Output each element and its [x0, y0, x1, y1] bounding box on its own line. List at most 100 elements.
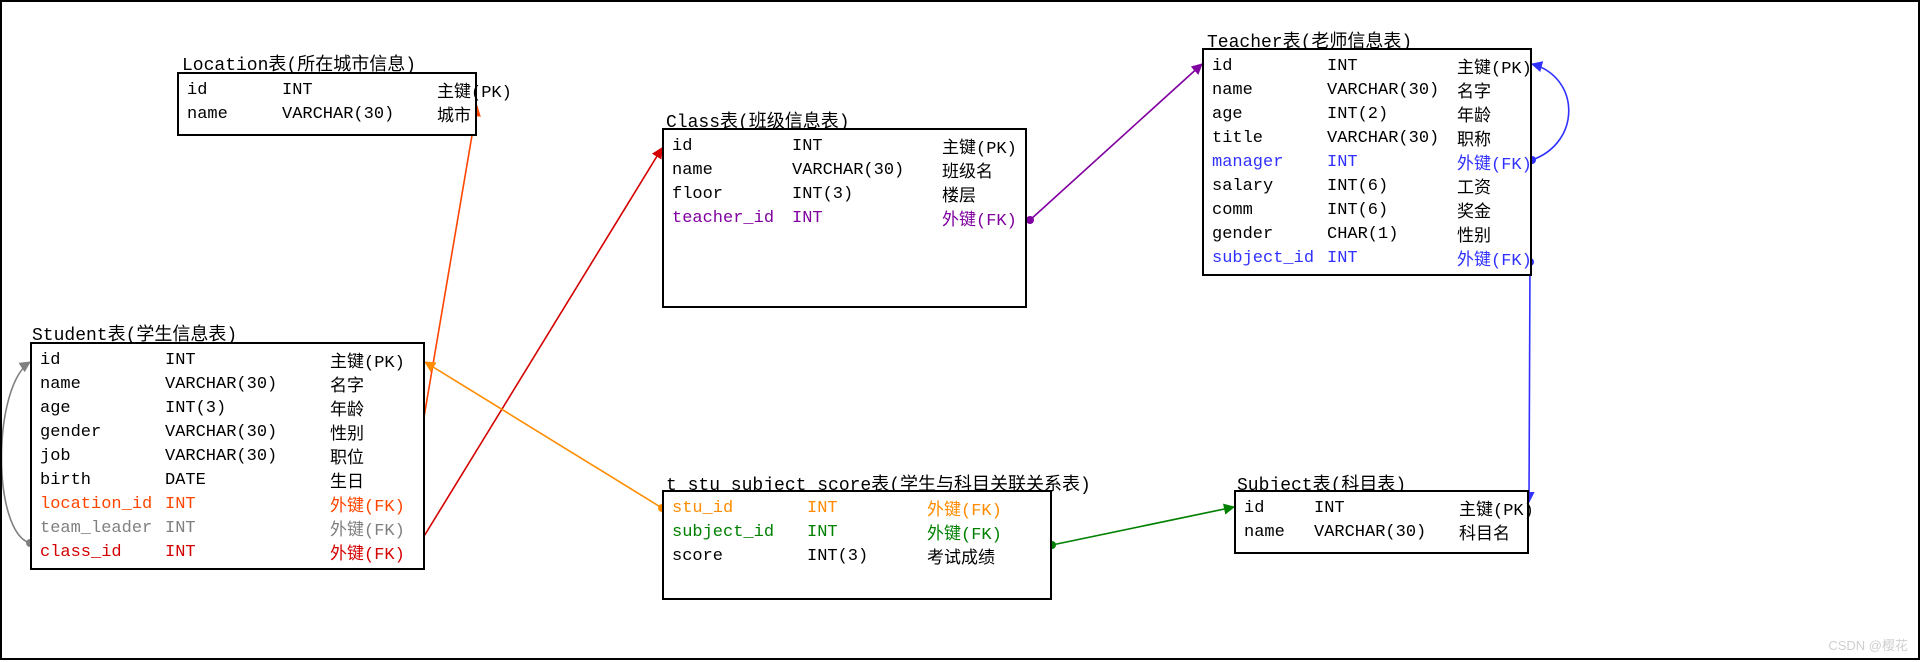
- table-row: nameVARCHAR(30)名字: [1204, 78, 1530, 102]
- col-type: INT: [165, 495, 330, 514]
- table-row: genderCHAR(1)性别: [1204, 222, 1530, 246]
- col-desc: 职称: [1457, 125, 1491, 151]
- col-desc: 班级名: [942, 157, 993, 183]
- col-name: floor: [672, 185, 792, 204]
- col-name: teacher_id: [672, 209, 792, 228]
- col-name: manager: [1212, 153, 1327, 172]
- col-type: VARCHAR(30): [165, 447, 330, 466]
- teacher-table: idINT主键(PK)nameVARCHAR(30)名字ageINT(2)年龄t…: [1202, 48, 1532, 276]
- col-type: VARCHAR(30): [1314, 523, 1459, 542]
- table-row: nameVARCHAR(30)科目名: [1236, 520, 1527, 544]
- col-name: salary: [1212, 177, 1327, 196]
- col-desc: 科目名: [1459, 519, 1510, 545]
- col-type: INT(2): [1327, 105, 1457, 124]
- col-type: INT: [1314, 499, 1459, 518]
- teacher-subject-arrow: [1529, 262, 1530, 502]
- col-name: age: [1212, 105, 1327, 124]
- table-row: ageINT(2)年龄: [1204, 102, 1530, 126]
- col-desc: 名字: [1457, 77, 1491, 103]
- student-table: idINT主键(PK)nameVARCHAR(30)名字ageINT(3)年龄g…: [30, 342, 425, 570]
- col-desc: 年龄: [330, 395, 364, 421]
- col-name: score: [672, 547, 807, 566]
- col-name: team_leader: [40, 519, 165, 538]
- table-row: subject_idINT外键(FK): [1204, 246, 1530, 270]
- col-desc: 性别: [1457, 221, 1491, 247]
- col-type: CHAR(1): [1327, 225, 1457, 244]
- col-desc: 性别: [330, 419, 364, 445]
- col-type: INT(3): [165, 399, 330, 418]
- col-name: title: [1212, 129, 1327, 148]
- col-desc: 主键(PK): [1459, 495, 1534, 521]
- table-row: idINT主键(PK): [664, 134, 1025, 158]
- col-type: VARCHAR(30): [282, 105, 437, 124]
- col-type: VARCHAR(30): [165, 375, 330, 394]
- col-desc: 生日: [330, 467, 364, 493]
- col-desc: 主键(PK): [437, 77, 512, 103]
- table-row: idINT主键(PK): [179, 78, 475, 102]
- class-teacher-dot: [1026, 216, 1034, 224]
- table-row: location_idINT外键(FK): [32, 492, 423, 516]
- table-row: scoreINT(3)考试成绩: [664, 544, 1050, 568]
- col-name: birth: [40, 471, 165, 490]
- er-diagram-canvas: Location表(所在城市信息)idINT主键(PK)nameVARCHAR(…: [0, 0, 1920, 660]
- table-row: ageINT(3)年龄: [32, 396, 423, 420]
- col-name: subject_id: [1212, 249, 1327, 268]
- col-name: age: [40, 399, 165, 418]
- col-type: INT: [792, 209, 942, 228]
- table-row: birthDATE生日: [32, 468, 423, 492]
- col-type: INT(3): [807, 547, 927, 566]
- col-type: INT: [1327, 57, 1457, 76]
- table-row: class_idINT外键(FK): [32, 540, 423, 564]
- table-row: floorINT(3)楼层: [664, 182, 1025, 206]
- col-name: comm: [1212, 201, 1327, 220]
- col-name: name: [187, 105, 282, 124]
- col-desc: 职位: [330, 443, 364, 469]
- col-desc: 主键(PK): [1457, 53, 1532, 79]
- col-desc: 外键(FK): [1457, 245, 1532, 271]
- teacher-manager-self-arrow: [1532, 64, 1569, 160]
- class-teacher-arrow: [1030, 64, 1202, 220]
- table-row: genderVARCHAR(30)性别: [32, 420, 423, 444]
- col-desc: 外键(FK): [330, 491, 405, 517]
- table-row: idINT主键(PK): [32, 348, 423, 372]
- col-desc: 奖金: [1457, 197, 1491, 223]
- class-table: idINT主键(PK)nameVARCHAR(30)班级名floorINT(3)…: [662, 128, 1027, 308]
- col-type: VARCHAR(30): [1327, 81, 1457, 100]
- col-name: job: [40, 447, 165, 466]
- subject-table: idINT主键(PK)nameVARCHAR(30)科目名: [1234, 490, 1529, 554]
- table-row: commINT(6)奖金: [1204, 198, 1530, 222]
- col-type: INT: [792, 137, 942, 156]
- tss-subject-arrow: [1052, 507, 1234, 545]
- col-type: INT: [282, 81, 437, 100]
- col-name: name: [40, 375, 165, 394]
- col-name: class_id: [40, 543, 165, 562]
- col-desc: 外键(FK): [1457, 149, 1532, 175]
- student-class-arrow: [407, 148, 662, 564]
- col-desc: 外键(FK): [927, 519, 1002, 545]
- col-desc: 名字: [330, 371, 364, 397]
- col-type: INT(6): [1327, 177, 1457, 196]
- col-desc: 外键(FK): [330, 515, 405, 541]
- col-desc: 楼层: [942, 181, 976, 207]
- col-name: name: [1212, 81, 1327, 100]
- col-name: location_id: [40, 495, 165, 514]
- col-type: INT: [165, 519, 330, 538]
- table-row: managerINT外键(FK): [1204, 150, 1530, 174]
- table-row: nameVARCHAR(30)班级名: [664, 158, 1025, 182]
- table-row: titleVARCHAR(30)职称: [1204, 126, 1530, 150]
- col-type: INT(3): [792, 185, 942, 204]
- table-row: nameVARCHAR(30)城市: [179, 102, 475, 126]
- col-name: id: [40, 351, 165, 370]
- table-row: nameVARCHAR(30)名字: [32, 372, 423, 396]
- col-desc: 工资: [1457, 173, 1491, 199]
- col-name: subject_id: [672, 523, 807, 542]
- col-name: gender: [1212, 225, 1327, 244]
- col-desc: 主键(PK): [942, 133, 1017, 159]
- table-row: jobVARCHAR(30)职位: [32, 444, 423, 468]
- col-desc: 城市: [437, 101, 471, 127]
- col-name: id: [672, 137, 792, 156]
- col-name: gender: [40, 423, 165, 442]
- col-desc: 外键(FK): [942, 205, 1017, 231]
- tss-table: stu_idINT外键(FK)subject_idINT外键(FK)scoreI…: [662, 490, 1052, 600]
- col-type: INT: [165, 351, 330, 370]
